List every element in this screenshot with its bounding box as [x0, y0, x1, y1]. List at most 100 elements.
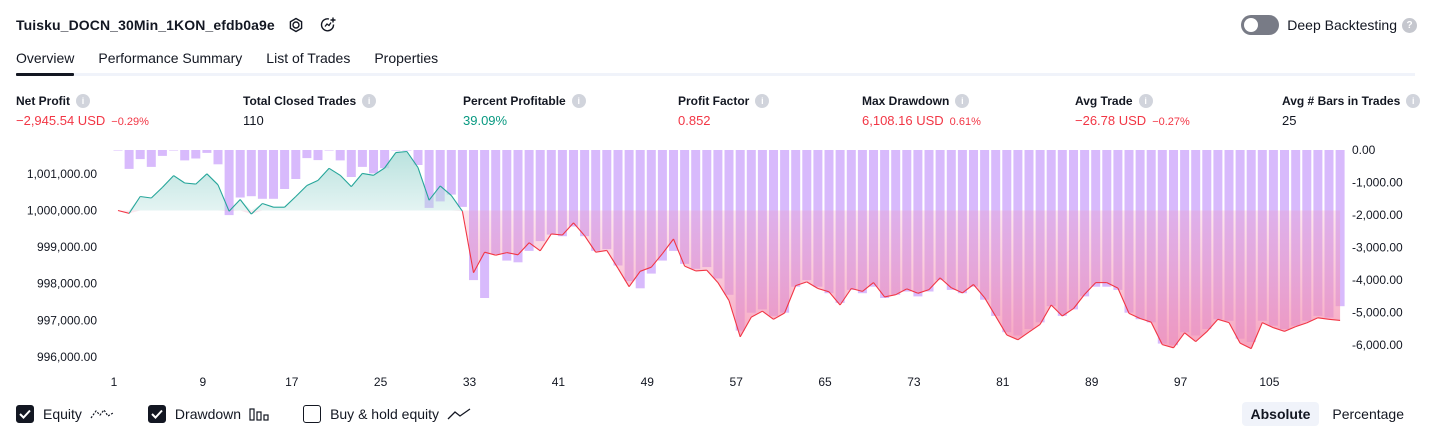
- metric-avg-trade: Avg Trade i −26.78 USD −0.27%: [1075, 93, 1190, 128]
- drawdown-bar: [369, 150, 378, 173]
- metric-value: 39.09%: [463, 113, 586, 128]
- deep-backtesting-toggle[interactable]: [1241, 15, 1279, 35]
- tab-properties[interactable]: Properties: [374, 44, 438, 76]
- metric-label-text: Profit Factor: [678, 94, 749, 108]
- left-axis-label: 996,000.00: [37, 350, 97, 364]
- right-axis-label: -1,000.00: [1352, 176, 1403, 190]
- metric-value-text: 0.852: [678, 113, 711, 128]
- equity-drawdown-chart: 1,001,000.00 1,000,000.00 999,000.00 998,00…: [0, 140, 1431, 395]
- metric-label-text: Percent Profitable: [463, 94, 566, 108]
- tab-performance-summary[interactable]: Performance Summary: [98, 44, 242, 76]
- drawdown-bar: [136, 150, 145, 159]
- left-axis-label: 997,000.00: [37, 313, 97, 327]
- drawdown-bar: [269, 150, 278, 199]
- drawdown-bar: [447, 150, 456, 195]
- metric-label: Total Closed Trades i: [243, 93, 376, 109]
- metric-pct: −0.27%: [1152, 116, 1190, 128]
- tab-list-of-trades[interactable]: List of Trades: [266, 44, 350, 76]
- drawdown-bar: [258, 150, 267, 199]
- settings-icon[interactable]: [285, 14, 307, 36]
- drawdown-bar: [314, 150, 323, 160]
- left-axis-label: 1,001,000.00: [27, 167, 97, 181]
- metric-profit-factor: Profit Factor i 0.852: [678, 93, 769, 128]
- drawdown-bar: [247, 150, 256, 196]
- snapshot-icon[interactable]: [317, 14, 339, 36]
- right-axis-label: 0.00: [1352, 143, 1376, 157]
- drawdown-bar: [302, 150, 311, 158]
- metric-percent-profitable: Percent Profitable i 39.09%: [463, 93, 586, 128]
- drawdown-bar: [280, 150, 289, 189]
- drawdown-bar: [236, 150, 245, 198]
- checkbox-drawdown[interactable]: Drawdown: [148, 405, 269, 423]
- drawdown-bar: [169, 150, 178, 151]
- drawdown-bar: [402, 150, 411, 151]
- x-axis-label: 105: [1259, 375, 1279, 389]
- right-axis-label: -6,000.00: [1352, 338, 1403, 352]
- metric-label: Profit Factor i: [678, 93, 769, 109]
- checkbox-buy-hold-equity[interactable]: Buy & hold equity: [303, 405, 471, 423]
- info-icon[interactable]: i: [755, 94, 769, 108]
- deep-backtesting-label: Deep Backtesting: [1287, 17, 1397, 33]
- checkbox-box[interactable]: [16, 405, 34, 423]
- left-axis-label: 999,000.00: [37, 240, 97, 254]
- right-axis-label: -2,000.00: [1352, 208, 1403, 222]
- value-mode-switch: Absolute Percentage: [1238, 402, 1414, 426]
- info-icon[interactable]: i: [572, 94, 586, 108]
- info-icon[interactable]: i: [1139, 94, 1153, 108]
- drawdown-bar: [347, 150, 356, 177]
- checkbox-label: Drawdown: [175, 406, 241, 422]
- strategy-header: Tuisku_DOCN_30Min_1KON_efdb0a9e: [16, 13, 339, 37]
- mode-absolute[interactable]: Absolute: [1242, 402, 1320, 426]
- metric-label: Percent Profitable i: [463, 93, 586, 109]
- metric-value: 110: [243, 113, 376, 128]
- metric-value-text: 39.09%: [463, 113, 507, 128]
- question-icon[interactable]: ?: [1402, 18, 1417, 33]
- x-axis-label: 1: [111, 375, 118, 389]
- metric-value: −26.78 USD −0.27%: [1075, 113, 1190, 128]
- chart-legend: Equity Drawdown Buy & hold equity: [16, 403, 505, 425]
- x-axis-label: 97: [1174, 375, 1188, 389]
- metric-label: Net Profit i: [16, 93, 149, 109]
- metric-max-drawdown: Max Drawdown i 6,108.16 USD 0.61%: [862, 93, 981, 128]
- left-axis-label: 998,000.00: [37, 277, 97, 291]
- drawdown-bar: [214, 150, 223, 164]
- metric-value-text: 6,108.16 USD: [862, 113, 944, 128]
- drawdown-bar: [158, 150, 167, 156]
- x-axis-label: 81: [996, 375, 1010, 389]
- info-icon[interactable]: i: [955, 94, 969, 108]
- drawdown-bar: [114, 150, 123, 151]
- drawdown-bar: [202, 150, 211, 153]
- equity-legend-icon: [90, 407, 114, 421]
- checkbox-box[interactable]: [148, 405, 166, 423]
- drawdown-bar: [291, 150, 300, 179]
- metric-net-profit: Net Profit i −2,945.54 USD −0.29%: [16, 93, 149, 128]
- right-axis-label: -4,000.00: [1352, 273, 1403, 287]
- x-axis-label: 9: [200, 375, 207, 389]
- right-axis-label: -3,000.00: [1352, 241, 1403, 255]
- x-axis-label: 33: [463, 375, 477, 389]
- metric-value: −2,945.54 USD −0.29%: [16, 113, 149, 128]
- info-icon[interactable]: i: [1406, 94, 1420, 108]
- drawdown-legend-icon: [249, 407, 269, 421]
- toggle-knob: [1244, 18, 1258, 32]
- x-axis-label: 57: [730, 375, 744, 389]
- mode-percentage[interactable]: Percentage: [1323, 402, 1413, 426]
- tab-overview[interactable]: Overview: [16, 44, 74, 76]
- metric-label-text: Total Closed Trades: [243, 94, 356, 108]
- checkbox-box[interactable]: [303, 405, 321, 423]
- x-axis-label: 49: [641, 375, 655, 389]
- info-icon[interactable]: i: [362, 94, 376, 108]
- checkbox-label: Buy & hold equity: [330, 406, 439, 422]
- deep-backtesting-control: Deep Backtesting ?: [1241, 13, 1417, 37]
- info-icon[interactable]: i: [76, 94, 90, 108]
- metric-label-text: Max Drawdown: [862, 94, 949, 108]
- drawdown-bar: [391, 150, 400, 151]
- x-axis-label: 41: [552, 375, 566, 389]
- metric-label-text: Net Profit: [16, 94, 70, 108]
- metric-value-text: −26.78 USD: [1075, 113, 1146, 128]
- checkbox-equity[interactable]: Equity: [16, 405, 114, 423]
- drawdown-bar: [191, 150, 200, 159]
- left-axis-label: 1,000,000.00: [27, 204, 97, 218]
- drawdown-bar: [125, 150, 134, 169]
- metric-pct: −0.29%: [111, 116, 149, 128]
